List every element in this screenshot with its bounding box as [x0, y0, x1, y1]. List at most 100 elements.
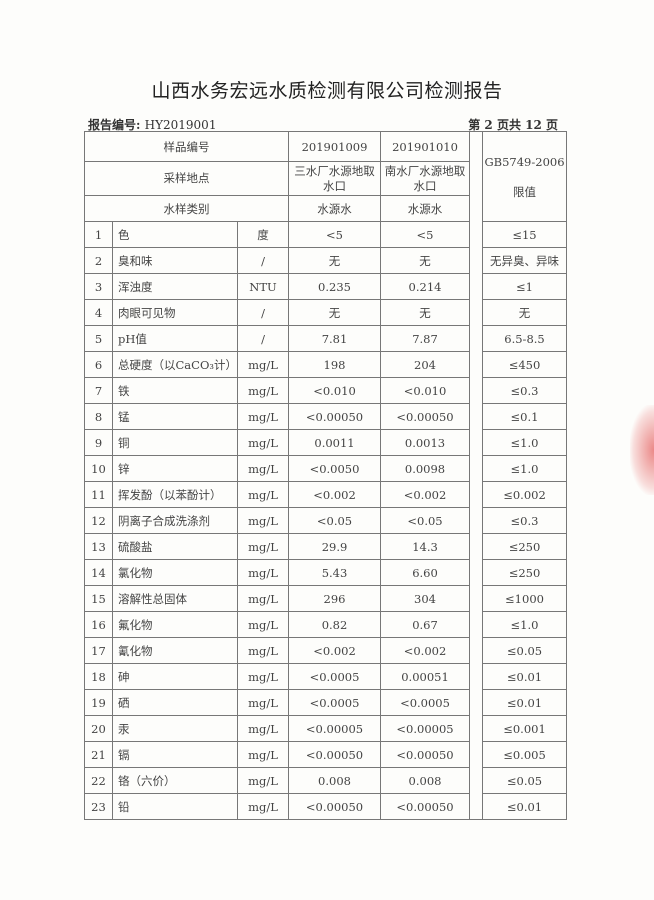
item-name: 锰: [112, 403, 238, 430]
gap-cell: [469, 221, 483, 248]
sample-2-value: <0.0005: [380, 689, 470, 716]
limit-value: ≤250: [482, 559, 567, 586]
gap-cell: [469, 585, 483, 612]
sample-1-value: 7.81: [288, 325, 381, 352]
table-row: 3 浑浊度 NTU 0.235 0.214 ≤1: [84, 273, 567, 300]
sample-2-value: <0.002: [380, 481, 470, 508]
sample-2-value: 无: [380, 299, 470, 326]
sample-1-value: <0.002: [288, 481, 381, 508]
sample-1-value: 5.43: [288, 559, 381, 586]
unit: mg/L: [237, 585, 289, 612]
item-name: 色: [112, 221, 238, 248]
row-number: 20: [84, 715, 113, 742]
limit-value: ≤15: [482, 221, 567, 248]
header-row-location: 采样地点 三水厂水源地取水口 南水厂水源地取水口: [84, 161, 567, 196]
row-number: 23: [84, 793, 113, 820]
limit-value: ≤0.01: [482, 663, 567, 690]
item-name: 溶解性总固体: [112, 585, 238, 612]
gap-cell: [469, 299, 483, 326]
unit: mg/L: [237, 689, 289, 716]
sample-1-value: 296: [288, 585, 381, 612]
sample-no-label: 样品编号: [84, 131, 289, 162]
sample-2-value: 0.0013: [380, 429, 470, 456]
sample-1-value: <0.002: [288, 637, 381, 664]
gap-cell: [469, 403, 483, 430]
report-number: 报告编号: HY2019001: [88, 116, 216, 133]
unit: mg/L: [237, 351, 289, 378]
limit-value: ≤0.01: [482, 689, 567, 716]
gap-cell: [469, 481, 483, 508]
limit-value: 无: [482, 299, 567, 326]
sample-1-value: <0.05: [288, 507, 381, 534]
item-name: 氰化物: [112, 637, 238, 664]
row-number: 12: [84, 507, 113, 534]
item-name: 总硬度（以CaCO₃计）: [112, 351, 238, 378]
gap-cell: [469, 767, 483, 794]
sample-2-value: <0.00050: [380, 403, 470, 430]
gap-cell: [469, 715, 483, 742]
table-row: 19 硒 mg/L <0.0005 <0.0005 ≤0.01: [84, 689, 567, 716]
unit: 度: [237, 221, 289, 248]
unit: /: [237, 325, 289, 352]
sample-2-value: 6.60: [380, 559, 470, 586]
gap-cell: [469, 741, 483, 768]
sample-1-location: 三水厂水源地取水口: [288, 161, 381, 196]
limit-value: ≤0.05: [482, 637, 567, 664]
table-row: 6 总硬度（以CaCO₃计） mg/L 198 204 ≤450: [84, 351, 567, 378]
limit-value: ≤0.1: [482, 403, 567, 430]
sample-2-value: 304: [380, 585, 470, 612]
report-number-value: HY2019001: [144, 118, 217, 132]
limit-value: ≤1000: [482, 585, 567, 612]
table-row: 7 铁 mg/L <0.010 <0.010 ≤0.3: [84, 377, 567, 404]
sample-1-value: <0.00050: [288, 793, 381, 820]
limit-value: ≤1.0: [482, 611, 567, 638]
row-number: 18: [84, 663, 113, 690]
unit: mg/L: [237, 559, 289, 586]
row-number: 13: [84, 533, 113, 560]
unit: mg/L: [237, 715, 289, 742]
unit: mg/L: [237, 663, 289, 690]
table-row: 15 溶解性总固体 mg/L 296 304 ≤1000: [84, 585, 567, 612]
results-table: 样品编号 201901009 201901010 GB5749-2006 限值 …: [84, 131, 567, 820]
sample-2-value: 0.214: [380, 273, 470, 300]
gap-cell: [469, 195, 483, 222]
item-name: 汞: [112, 715, 238, 742]
row-number: 14: [84, 559, 113, 586]
sample-1-value: <0.00050: [288, 741, 381, 768]
sample-2-value: <0.00050: [380, 741, 470, 768]
row-number: 7: [84, 377, 113, 404]
sample-2-value: 0.00051: [380, 663, 470, 690]
limit-value: ≤450: [482, 351, 567, 378]
unit: mg/L: [237, 403, 289, 430]
table-row: 2 臭和味 / 无无无异臭、异味: [84, 247, 567, 274]
unit: mg/L: [237, 637, 289, 664]
gap-cell: [469, 507, 483, 534]
limit-value: ≤1.0: [482, 455, 567, 482]
header-row-type: 水样类别 水源水 水源水: [84, 195, 567, 222]
unit: /: [237, 299, 289, 326]
limit-value: ≤0.002: [482, 481, 567, 508]
table-row: 8 锰 mg/L <0.00050 <0.00050 ≤0.1: [84, 403, 567, 430]
sample-2-value: <0.00050: [380, 793, 470, 820]
type-label: 水样类别: [84, 195, 289, 222]
sample-1-no: 201901009: [288, 131, 381, 162]
limit-value: 6.5-8.5: [482, 325, 567, 352]
report-title: 山西水务宏远水质检测有限公司检测报告: [151, 80, 503, 102]
sample-1-value: 198: [288, 351, 381, 378]
table-row: 22 铬（六价） mg/L 0.008 0.008 ≤0.05: [84, 767, 567, 794]
red-seal-stamp: [630, 405, 654, 495]
sample-1-value: <5: [288, 221, 381, 248]
table-row: 14 氯化物 mg/L 5.43 6.60 ≤250: [84, 559, 567, 586]
row-number: 17: [84, 637, 113, 664]
sample-2-location: 南水厂水源地取水口: [380, 161, 470, 196]
unit: mg/L: [237, 507, 289, 534]
sample-1-value: <0.010: [288, 377, 381, 404]
limit-value: ≤1.0: [482, 429, 567, 456]
gap-cell: [469, 793, 483, 820]
location-label: 采样地点: [84, 161, 289, 196]
item-name: 氟化物: [112, 611, 238, 638]
sample-2-value: <5: [380, 221, 470, 248]
sample-2-value: 0.008: [380, 767, 470, 794]
unit: mg/L: [237, 741, 289, 768]
table-row: 1 色度 <5 <5 ≤15: [84, 221, 567, 248]
